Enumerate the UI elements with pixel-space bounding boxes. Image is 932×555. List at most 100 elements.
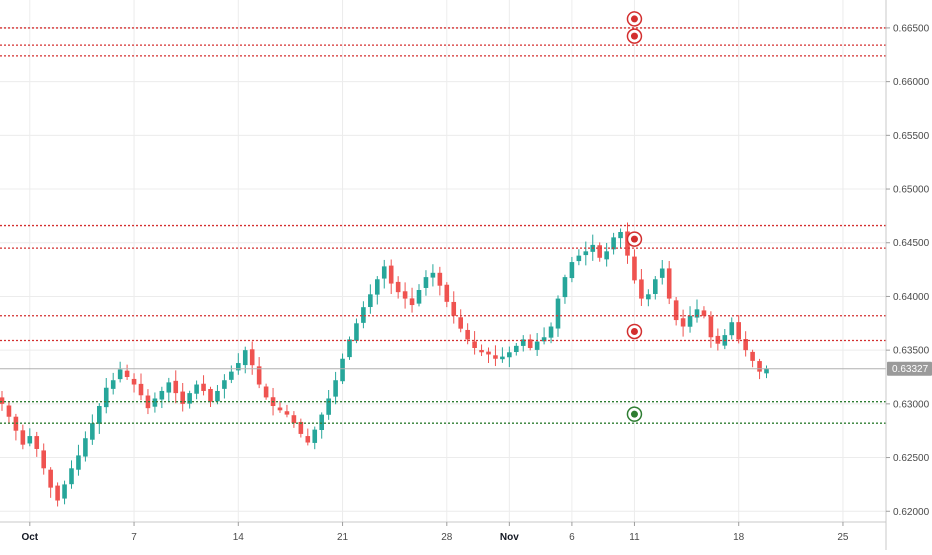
candle xyxy=(388,259,394,295)
candle-body xyxy=(215,390,220,402)
x-tick-label: Nov xyxy=(500,532,519,543)
y-tick-label: 0.66000 xyxy=(893,77,930,88)
candle-body xyxy=(48,469,53,488)
candle xyxy=(27,428,33,447)
candle xyxy=(110,372,116,395)
candle xyxy=(479,344,484,357)
candle xyxy=(402,282,408,309)
candle-body xyxy=(277,407,283,411)
candle-body xyxy=(687,315,693,327)
level-marker-icon xyxy=(626,11,643,27)
candle-body xyxy=(520,339,526,346)
candle xyxy=(458,309,463,333)
candle-body xyxy=(486,351,491,355)
x-tick-label: 25 xyxy=(837,532,849,543)
candle xyxy=(215,385,220,405)
candle xyxy=(409,287,415,313)
candle xyxy=(395,276,401,299)
candle xyxy=(541,327,547,345)
candle-body xyxy=(701,310,707,316)
candle-body xyxy=(632,256,637,281)
candle xyxy=(173,370,179,404)
candle-body xyxy=(611,237,616,250)
candle xyxy=(13,413,19,441)
candle-body xyxy=(124,370,130,377)
candle xyxy=(333,371,338,405)
candle-body xyxy=(347,339,352,358)
candle xyxy=(680,309,686,337)
candle-body xyxy=(409,298,415,306)
y-tick-label: 0.63000 xyxy=(893,399,930,410)
candle xyxy=(659,259,665,285)
candle-body xyxy=(680,318,686,327)
candle xyxy=(673,297,679,326)
candle xyxy=(381,259,387,289)
grid xyxy=(0,0,886,522)
candle xyxy=(41,443,46,475)
candle-body xyxy=(361,307,366,323)
candle xyxy=(229,365,234,384)
candle-body xyxy=(576,255,582,262)
candle xyxy=(222,374,227,399)
candle xyxy=(625,222,630,264)
candle xyxy=(326,389,331,420)
candle xyxy=(520,335,526,352)
candle xyxy=(750,349,755,368)
candle xyxy=(249,341,255,375)
candle-body xyxy=(479,349,484,353)
candle xyxy=(103,377,109,414)
candle-body xyxy=(465,329,470,340)
candle-body xyxy=(562,277,568,298)
candle xyxy=(201,375,206,396)
candle xyxy=(20,424,26,450)
candle-body xyxy=(736,322,741,340)
candle-body xyxy=(514,345,519,353)
candle-body xyxy=(340,358,345,382)
candle-body xyxy=(76,455,81,470)
candle xyxy=(242,346,248,374)
candle xyxy=(486,347,491,363)
candle xyxy=(618,228,623,249)
candle xyxy=(729,317,735,340)
level-marker-icon xyxy=(626,323,643,340)
candle-body xyxy=(437,272,443,286)
candle xyxy=(736,315,741,344)
candle xyxy=(145,389,151,415)
candle xyxy=(62,480,67,505)
candle-body xyxy=(333,380,338,397)
x-tick-label: 11 xyxy=(629,532,640,543)
candle-body xyxy=(55,485,60,501)
x-tick-label: Oct xyxy=(21,532,38,543)
candle xyxy=(451,291,457,324)
candle-body xyxy=(354,323,359,341)
x-tick-label: 28 xyxy=(441,532,453,543)
candle xyxy=(354,318,359,344)
candle-body xyxy=(249,349,255,366)
horizontal-levels[interactable] xyxy=(0,27,886,424)
candle-body xyxy=(743,339,748,351)
candle xyxy=(708,311,714,348)
x-axis-ticks: Oct 7 14 21 28 Nov 6 11 18 25 xyxy=(21,522,849,543)
candle-body xyxy=(659,268,665,278)
candle xyxy=(117,361,123,383)
candle xyxy=(632,249,637,284)
y-tick-label: 0.62500 xyxy=(893,453,930,464)
candle xyxy=(319,412,324,439)
candle xyxy=(361,301,366,329)
level-marker-icon xyxy=(626,231,643,247)
candle-body xyxy=(117,369,123,380)
candle xyxy=(743,331,748,357)
candle-body xyxy=(458,317,463,329)
last-price-tag: 0.63327 xyxy=(887,361,932,376)
candle-body xyxy=(444,284,450,302)
candle-body xyxy=(187,393,192,404)
candle xyxy=(715,328,721,351)
level-markers xyxy=(626,11,643,422)
candle xyxy=(423,270,429,296)
candle xyxy=(83,431,88,462)
last-price-tag-bg xyxy=(887,361,932,376)
candle xyxy=(305,428,311,446)
level-marker-icon xyxy=(626,28,643,44)
